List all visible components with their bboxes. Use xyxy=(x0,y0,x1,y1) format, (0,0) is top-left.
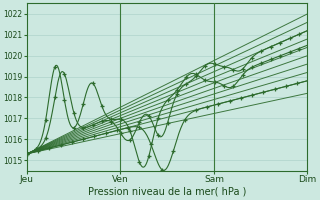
X-axis label: Pression niveau de la mer( hPa ): Pression niveau de la mer( hPa ) xyxy=(88,187,246,197)
